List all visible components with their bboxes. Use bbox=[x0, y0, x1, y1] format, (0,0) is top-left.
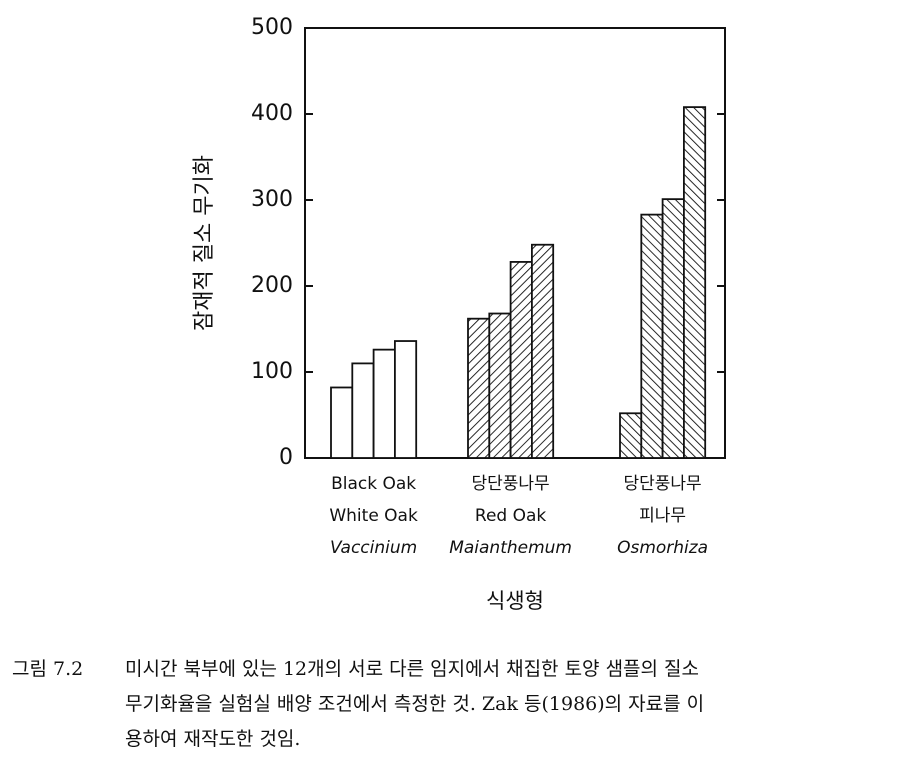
bar bbox=[640, 213, 664, 459]
caption-line: 용하여 재작도한 것임. bbox=[125, 728, 300, 750]
bar bbox=[619, 412, 643, 459]
y-tick-label: 300 bbox=[251, 187, 293, 212]
x-tick-label: White Oak bbox=[329, 506, 418, 526]
y-tick-label: 0 bbox=[279, 445, 293, 470]
bar bbox=[683, 106, 707, 459]
bar bbox=[467, 317, 491, 459]
x-tick-label: 피나무 bbox=[639, 506, 686, 526]
caption-label: 그림 7.2 bbox=[12, 658, 83, 680]
y-axis-label: 잠재적 질소 무기화 bbox=[192, 155, 217, 331]
x-tick-label: 당단풍나무 bbox=[471, 474, 549, 494]
y-tick-label: 400 bbox=[251, 101, 293, 126]
bar bbox=[393, 340, 418, 459]
bar bbox=[372, 348, 396, 459]
x-tick-label: 당단풍나무 bbox=[623, 474, 701, 494]
x-axis-label: 식생형 bbox=[486, 589, 544, 613]
caption-line: 무기화율을 실험실 배양 조건에서 측정한 것. Zak 등(1986)의 자료… bbox=[125, 693, 704, 715]
x-tick-label: Osmorhiza bbox=[617, 538, 708, 558]
x-tick-label: Vaccinium bbox=[330, 538, 417, 558]
x-tick-label: Red Oak bbox=[475, 506, 547, 526]
y-tick-label: 100 bbox=[251, 359, 293, 384]
bar bbox=[661, 198, 685, 459]
caption-line: 미시간 북부에 있는 12개의 서로 다른 임지에서 채집한 토양 샘플의 질소 bbox=[125, 658, 699, 680]
bar bbox=[509, 261, 533, 459]
bar bbox=[351, 362, 375, 459]
bar bbox=[330, 386, 354, 459]
bar bbox=[531, 243, 555, 459]
bar bbox=[488, 312, 512, 459]
x-tick-label: Black Oak bbox=[331, 474, 416, 494]
x-tick-label: Maianthemum bbox=[449, 538, 572, 558]
y-tick-label: 200 bbox=[251, 273, 293, 298]
y-tick-label: 500 bbox=[251, 15, 293, 40]
